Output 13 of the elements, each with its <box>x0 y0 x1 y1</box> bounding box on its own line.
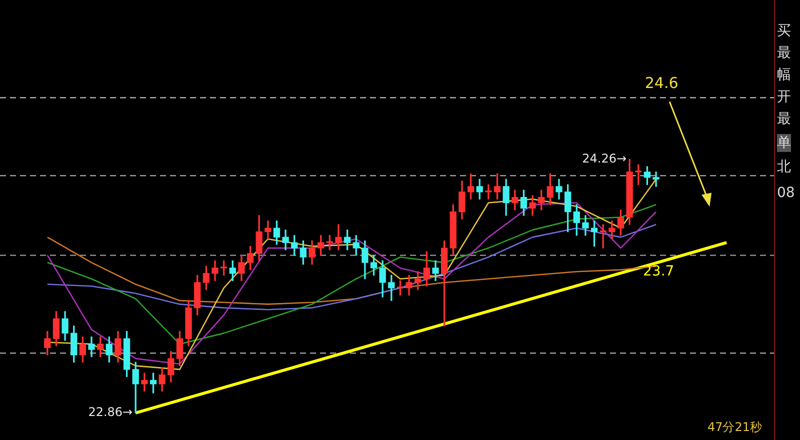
candlestick <box>635 164 642 185</box>
text: 最 <box>777 110 791 128</box>
text: 买 <box>777 22 791 40</box>
text: 47分21秒 <box>707 420 762 434</box>
ref-line-label: 24.6 <box>644 74 678 92</box>
annotation: 22.86→ <box>88 405 133 420</box>
text: 08 <box>777 184 795 202</box>
annotation: 24.26→ <box>582 151 627 166</box>
text: 开 <box>777 88 791 106</box>
text: 北 <box>777 158 791 176</box>
text: 最 <box>777 44 791 62</box>
text: 单 <box>777 134 791 152</box>
text: 幅 <box>777 66 791 84</box>
